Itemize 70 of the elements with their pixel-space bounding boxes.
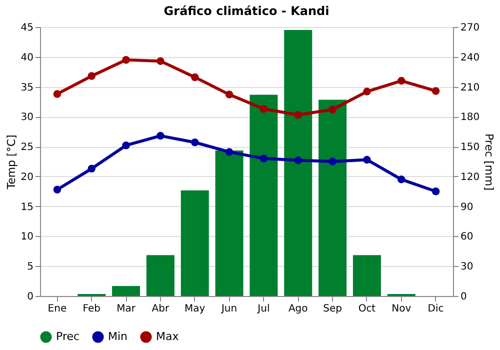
point (225, 90, 234, 98)
point (225, 148, 234, 156)
y2-tick-label: 120 (460, 172, 480, 183)
legend-label: Max (156, 330, 180, 343)
y-tick-label: 25 (20, 142, 34, 154)
point (122, 141, 130, 150)
point (432, 87, 440, 95)
point (328, 158, 336, 166)
y2-tick-label: 180 (460, 112, 480, 124)
y2-tick-label: 240 (460, 52, 480, 64)
x-tick-label: Dic (428, 304, 444, 314)
point (88, 164, 96, 173)
x-tick-label: May (184, 304, 206, 314)
point (363, 156, 371, 164)
point (363, 88, 371, 96)
bar (318, 100, 347, 296)
point (398, 176, 406, 184)
y2-tick-label: 150 (460, 142, 480, 154)
bar (352, 255, 381, 296)
x-tick-label: Mar (116, 304, 136, 314)
point (88, 72, 96, 80)
y-tick-label: 30 (20, 112, 34, 124)
bar (146, 255, 174, 296)
y-tick-label: 20 (20, 172, 34, 183)
point (53, 90, 62, 98)
y-tick-label: 5 (27, 262, 34, 273)
y-tick-label: 45 (20, 22, 34, 34)
bar (180, 190, 209, 296)
y2-tick-label: 210 (460, 82, 480, 94)
point (260, 154, 268, 162)
x-tick-label: Abr (152, 304, 170, 314)
y2-tick-label: 60 (460, 232, 474, 243)
bar (284, 30, 312, 296)
bar (112, 286, 140, 296)
y2-tick-label: 30 (460, 262, 474, 273)
x-tick-label: Feb (82, 304, 100, 314)
x-tick-label: Ago (288, 304, 308, 314)
point (432, 188, 440, 196)
legend-label: Min (108, 330, 128, 343)
y-tick-label: 15 (20, 202, 34, 213)
point (294, 156, 302, 164)
x-tick-label: Sep (323, 304, 342, 314)
point (294, 111, 302, 119)
point (328, 106, 336, 114)
y-tick-label: 35 (20, 82, 34, 94)
x-tick-label: Nov (392, 304, 412, 314)
point (260, 105, 268, 113)
point (53, 186, 62, 194)
point (122, 56, 130, 64)
legend-label: Prec (56, 330, 80, 343)
y-tick-label: 10 (20, 232, 34, 243)
y-axis-title: Temp [°C] (4, 134, 18, 190)
x-tick-label: Ene (48, 304, 67, 314)
bar (250, 94, 278, 296)
x-tick-label: Jun (220, 304, 238, 314)
y2-axis-title: Prec [mm] (482, 133, 496, 191)
point (191, 138, 199, 146)
chart-title: Gráfico climático - Kandi (164, 4, 330, 18)
bar (215, 150, 244, 296)
point (191, 73, 199, 82)
point (156, 57, 164, 65)
point (156, 132, 164, 140)
y-tick-label: 40 (20, 52, 34, 64)
y2-tick-label: 90 (460, 202, 474, 213)
x-tick-label: Oct (358, 304, 376, 314)
y2-tick-label: 0 (460, 292, 467, 302)
y-tick-label: 0 (27, 292, 34, 302)
x-tick-label: Jul (256, 304, 270, 314)
point (398, 76, 406, 85)
y2-tick-label: 270 (460, 22, 480, 34)
